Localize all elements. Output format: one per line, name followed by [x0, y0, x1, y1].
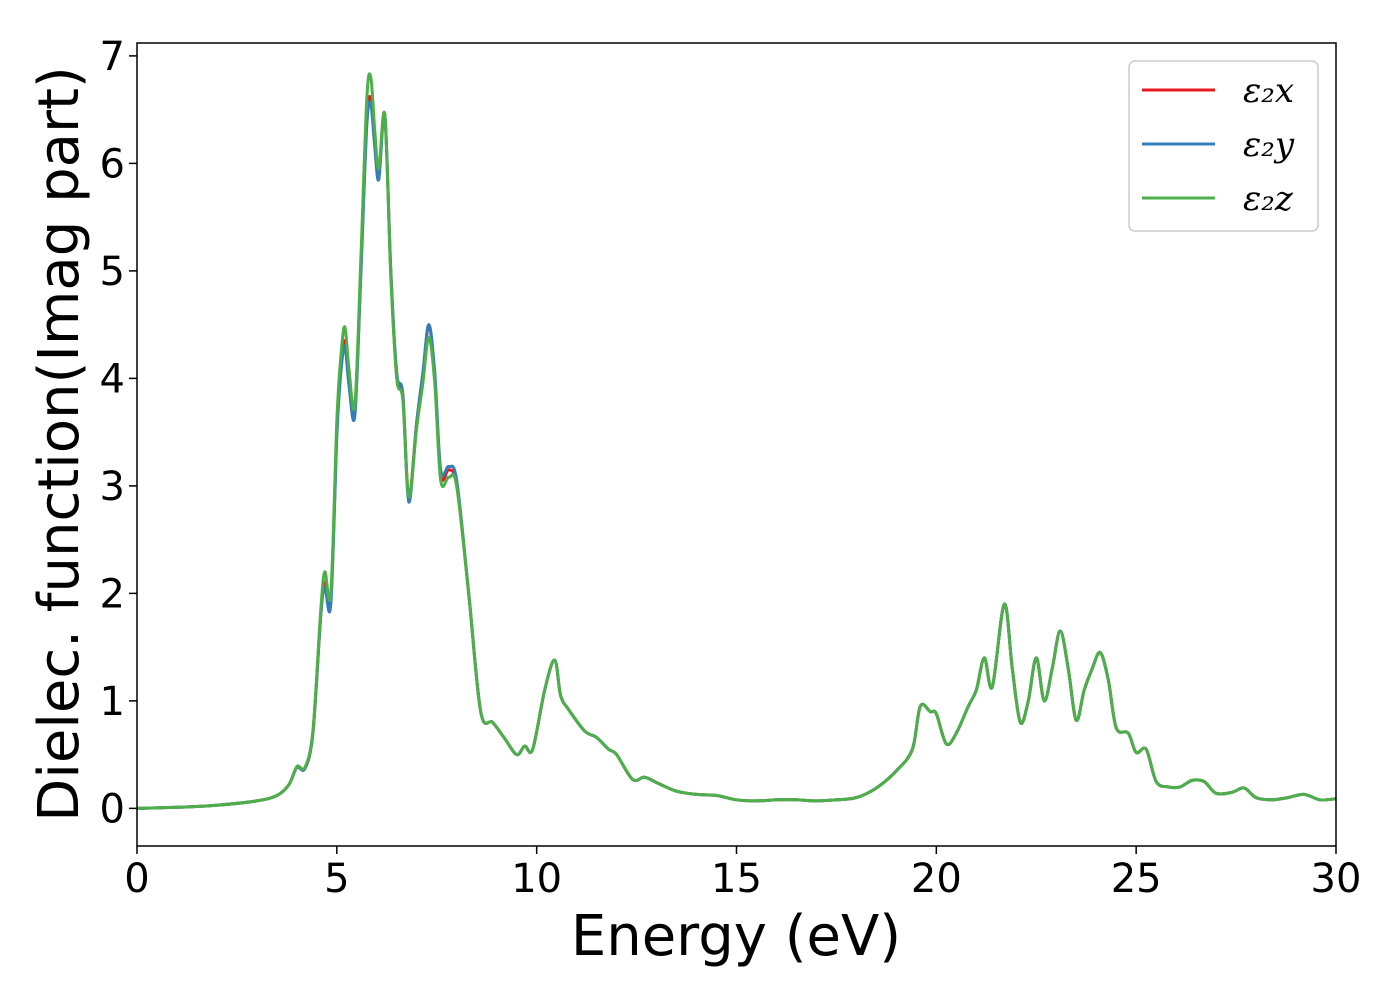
x-tick-label: 0	[124, 856, 149, 902]
x-tick-label: 25	[1111, 856, 1162, 902]
x-tick-label: 15	[711, 856, 762, 902]
y-tick-label: 0	[100, 786, 125, 832]
legend-label-3: ε₂z	[1243, 179, 1294, 219]
x-tick-label: 30	[1311, 856, 1362, 902]
y-tick-label: 7	[100, 34, 125, 80]
y-tick-label: 5	[100, 249, 125, 295]
legend-label-2: ε₂y	[1243, 125, 1295, 165]
legend-box	[1128, 60, 1319, 232]
y-axis-ticks: 0 1 2 3 4 5 6 7	[100, 34, 137, 832]
x-tick-label: 5	[324, 856, 349, 902]
series-layer	[136, 72, 1337, 810]
y-tick-label: 2	[100, 571, 125, 617]
series-line-3	[136, 72, 1337, 810]
y-tick-label: 3	[100, 464, 125, 510]
x-axis-label: Energy (eV)	[571, 904, 901, 969]
y-tick-label: 6	[100, 141, 125, 187]
legend: ε₂x ε₂y ε₂z	[1128, 60, 1319, 232]
y-tick-label: 4	[100, 356, 125, 402]
x-axis-ticks: 0 5 10 15 20 25 30	[124, 846, 1361, 902]
x-tick-label: 10	[511, 856, 562, 902]
y-axis-label: Dielec. function(Imag part)	[27, 66, 92, 822]
legend-label-1: ε₂x	[1243, 71, 1294, 111]
x-tick-label: 20	[911, 856, 962, 902]
y-tick-label: 1	[100, 679, 125, 725]
